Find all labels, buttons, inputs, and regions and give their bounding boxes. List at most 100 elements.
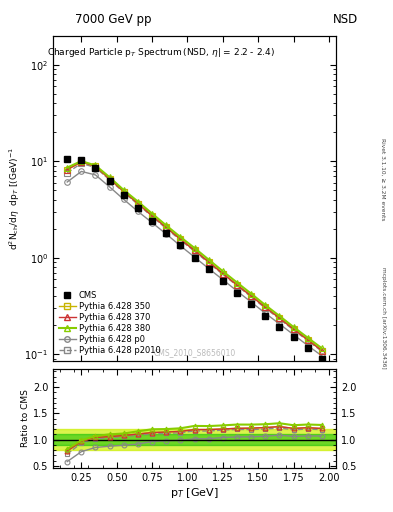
Pythia 6.428 350 [291, 326, 296, 332]
Pythia 6.428 p2010 [291, 327, 296, 333]
Pythia 6.428 380 [164, 222, 169, 228]
Pythia 6.428 p0 [79, 168, 84, 175]
CMS [107, 178, 112, 184]
Pythia 6.428 p0 [150, 220, 154, 226]
Pythia 6.428 370 [93, 163, 98, 169]
Pythia 6.428 380 [320, 345, 324, 351]
X-axis label: p$_T$ [GeV]: p$_T$ [GeV] [170, 486, 219, 500]
Pythia 6.428 380 [277, 313, 282, 319]
Pythia 6.428 370 [79, 159, 84, 165]
Pythia 6.428 370 [107, 176, 112, 182]
Pythia 6.428 p0 [220, 276, 225, 283]
Pythia 6.428 350 [263, 304, 268, 310]
Pythia 6.428 370 [192, 247, 197, 253]
CMS [164, 230, 169, 236]
Legend: CMS, Pythia 6.428 350, Pythia 6.428 370, Pythia 6.428 380, Pythia 6.428 p0, Pyth: CMS, Pythia 6.428 350, Pythia 6.428 370,… [57, 289, 162, 357]
Pythia 6.428 350 [192, 247, 197, 253]
Pythia 6.428 p2010 [121, 189, 126, 196]
CMS [235, 290, 239, 296]
Pythia 6.428 370 [164, 224, 169, 230]
Pythia 6.428 380 [206, 257, 211, 263]
Pythia 6.428 p0 [136, 208, 140, 215]
Pythia 6.428 350 [249, 293, 253, 299]
Line: Pythia 6.428 p2010: Pythia 6.428 p2010 [64, 161, 325, 354]
Line: Pythia 6.428 370: Pythia 6.428 370 [64, 159, 325, 353]
Pythia 6.428 p0 [93, 172, 98, 178]
Bar [53, 429, 336, 450]
Pythia 6.428 380 [178, 234, 183, 240]
Pythia 6.428 380 [192, 245, 197, 251]
Pythia 6.428 380 [79, 158, 84, 164]
Pythia 6.428 p2010 [136, 201, 140, 207]
CMS [263, 313, 268, 319]
Text: mcplots.cern.ch [arXiv:1306.3436]: mcplots.cern.ch [arXiv:1306.3436] [381, 267, 386, 368]
Pythia 6.428 350 [107, 176, 112, 182]
Pythia 6.428 370 [277, 315, 282, 321]
Pythia 6.428 380 [107, 174, 112, 180]
Pythia 6.428 p0 [277, 321, 282, 327]
Pythia 6.428 p2010 [79, 160, 84, 166]
Pythia 6.428 p0 [164, 231, 169, 237]
Pythia 6.428 p2010 [107, 177, 112, 183]
Pythia 6.428 p2010 [305, 337, 310, 344]
Pythia 6.428 350 [305, 337, 310, 343]
Pythia 6.428 370 [206, 259, 211, 265]
CMS [291, 334, 296, 340]
Pythia 6.428 380 [65, 164, 70, 170]
Pythia 6.428 370 [220, 270, 225, 276]
Pythia 6.428 p2010 [178, 237, 183, 243]
Pythia 6.428 p0 [320, 353, 324, 359]
CMS [178, 242, 183, 248]
Pythia 6.428 350 [206, 259, 211, 265]
CMS [150, 218, 154, 224]
Text: Charged Particle p$_T$ Spectrum (NSD, $\eta$| = 2.2 - 2.4): Charged Particle p$_T$ Spectrum (NSD, $\… [46, 46, 275, 58]
Pythia 6.428 380 [291, 324, 296, 330]
Pythia 6.428 350 [136, 200, 140, 206]
Line: CMS: CMS [64, 156, 325, 362]
Pythia 6.428 350 [220, 270, 225, 276]
Pythia 6.428 350 [121, 188, 126, 195]
Pythia 6.428 380 [150, 210, 154, 217]
CMS [320, 355, 324, 361]
CMS [220, 278, 225, 284]
Pythia 6.428 p0 [121, 197, 126, 203]
Pythia 6.428 p2010 [150, 214, 154, 220]
Pythia 6.428 p0 [206, 266, 211, 272]
Pythia 6.428 350 [178, 236, 183, 242]
Pythia 6.428 p2010 [235, 283, 239, 289]
CMS [79, 157, 84, 163]
Pythia 6.428 380 [121, 187, 126, 193]
Pythia 6.428 370 [235, 282, 239, 288]
Pythia 6.428 370 [136, 200, 140, 206]
Pythia 6.428 p0 [107, 184, 112, 190]
Pythia 6.428 380 [305, 335, 310, 341]
Pythia 6.428 p2010 [277, 316, 282, 322]
Pythia 6.428 p0 [235, 288, 239, 294]
Pythia 6.428 350 [164, 224, 169, 230]
Line: Pythia 6.428 380: Pythia 6.428 380 [64, 158, 325, 351]
Pythia 6.428 370 [65, 166, 70, 173]
Pythia 6.428 380 [136, 199, 140, 205]
CMS [136, 205, 140, 211]
CMS [121, 191, 126, 198]
Pythia 6.428 370 [263, 304, 268, 310]
Pythia 6.428 370 [150, 213, 154, 219]
Pythia 6.428 350 [277, 315, 282, 321]
Pythia 6.428 p0 [263, 310, 268, 316]
Pythia 6.428 380 [263, 302, 268, 308]
CMS [206, 266, 211, 272]
CMS [93, 165, 98, 171]
Pythia 6.428 p0 [249, 299, 253, 305]
Pythia 6.428 p0 [305, 343, 310, 349]
Pythia 6.428 350 [235, 282, 239, 288]
Pythia 6.428 p0 [291, 332, 296, 338]
CMS [65, 156, 70, 162]
Line: Pythia 6.428 p0: Pythia 6.428 p0 [64, 168, 325, 358]
Pythia 6.428 350 [79, 159, 84, 165]
Pythia 6.428 p2010 [249, 294, 253, 300]
CMS [277, 324, 282, 330]
Pythia 6.428 380 [220, 268, 225, 274]
Pythia 6.428 p2010 [320, 348, 324, 354]
Pythia 6.428 p2010 [93, 164, 98, 170]
Pythia 6.428 p0 [192, 254, 197, 260]
